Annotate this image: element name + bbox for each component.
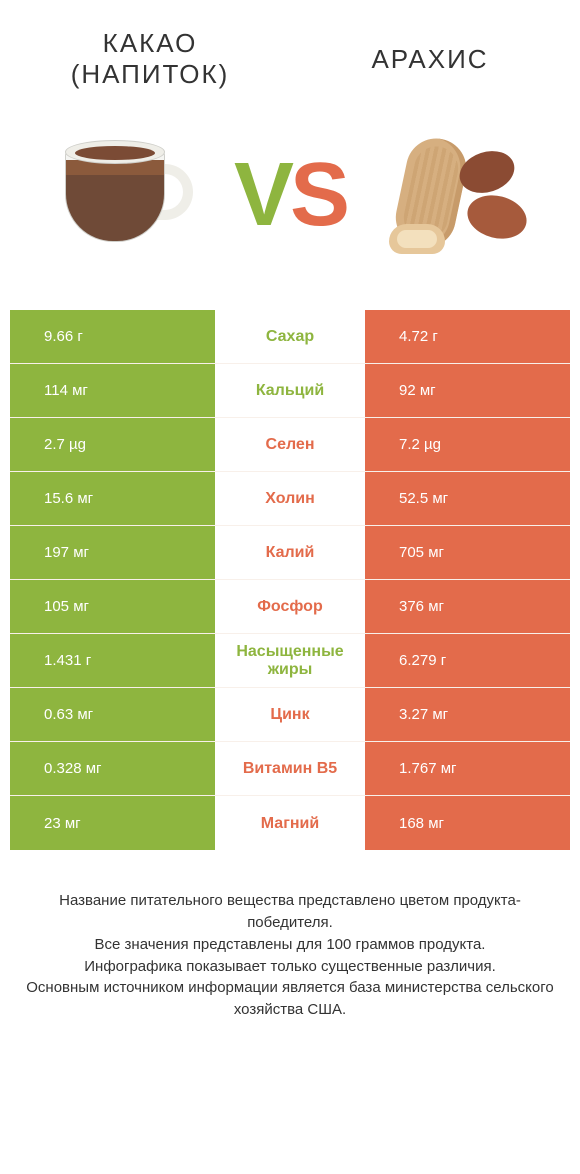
right-image (356, 120, 560, 270)
table-row: 105 мгФосфор376 мг (10, 580, 570, 634)
cocoa-mug-icon (57, 140, 187, 250)
table-row: 2.7 µgСелен7.2 µg (10, 418, 570, 472)
titles-row: КАКАО (НАПИТОК) АРАХИС (0, 0, 580, 100)
right-value: 6.279 г (365, 634, 570, 687)
nutrient-label: Сахар (215, 310, 365, 363)
left-value: 9.66 г (10, 310, 215, 363)
right-value: 376 мг (365, 580, 570, 633)
left-value: 114 мг (10, 364, 215, 417)
nutrient-label: Кальций (215, 364, 365, 417)
footer-text: Название питательного вещества представл… (0, 890, 580, 1021)
left-value: 0.63 мг (10, 688, 215, 741)
right-value: 52.5 мг (365, 472, 570, 525)
left-value: 23 мг (10, 796, 215, 850)
right-value: 92 мг (365, 364, 570, 417)
table-row: 23 мгМагний168 мг (10, 796, 570, 850)
right-value: 1.767 мг (365, 742, 570, 795)
left-value: 197 мг (10, 526, 215, 579)
nutrient-label: Фосфор (215, 580, 365, 633)
peanuts-icon (383, 130, 533, 260)
left-value: 105 мг (10, 580, 215, 633)
right-value: 168 мг (365, 796, 570, 850)
left-value: 1.431 г (10, 634, 215, 687)
left-title: КАКАО (НАПИТОК) (10, 28, 290, 90)
table-row: 0.63 мгЦинк3.27 мг (10, 688, 570, 742)
images-row: VS (0, 100, 580, 310)
nutrient-label: Калий (215, 526, 365, 579)
table-row: 114 мгКальций92 мг (10, 364, 570, 418)
right-title: АРАХИС (290, 44, 570, 75)
vs-v: V (234, 145, 290, 245)
nutrient-label: Насыщенные жиры (215, 634, 365, 687)
vs-label: VS (234, 150, 346, 240)
nutrient-label: Холин (215, 472, 365, 525)
right-value: 4.72 г (365, 310, 570, 363)
left-image (20, 120, 224, 270)
left-title-line2: (НАПИТОК) (10, 59, 290, 90)
nutrient-label: Селен (215, 418, 365, 471)
table-row: 0.328 мгВитамин B51.767 мг (10, 742, 570, 796)
nutrient-label: Магний (215, 796, 365, 850)
nutrient-label: Витамин B5 (215, 742, 365, 795)
left-title-line1: КАКАО (10, 28, 290, 59)
comparison-table: 9.66 гСахар4.72 г114 мгКальций92 мг2.7 µ… (10, 310, 570, 850)
table-row: 1.431 гНасыщенные жиры6.279 г (10, 634, 570, 688)
right-value: 705 мг (365, 526, 570, 579)
vs-s: S (290, 145, 346, 245)
right-value: 7.2 µg (365, 418, 570, 471)
left-value: 15.6 мг (10, 472, 215, 525)
table-row: 197 мгКалий705 мг (10, 526, 570, 580)
left-value: 2.7 µg (10, 418, 215, 471)
table-row: 15.6 мгХолин52.5 мг (10, 472, 570, 526)
right-value: 3.27 мг (365, 688, 570, 741)
nutrient-label: Цинк (215, 688, 365, 741)
table-row: 9.66 гСахар4.72 г (10, 310, 570, 364)
left-value: 0.328 мг (10, 742, 215, 795)
